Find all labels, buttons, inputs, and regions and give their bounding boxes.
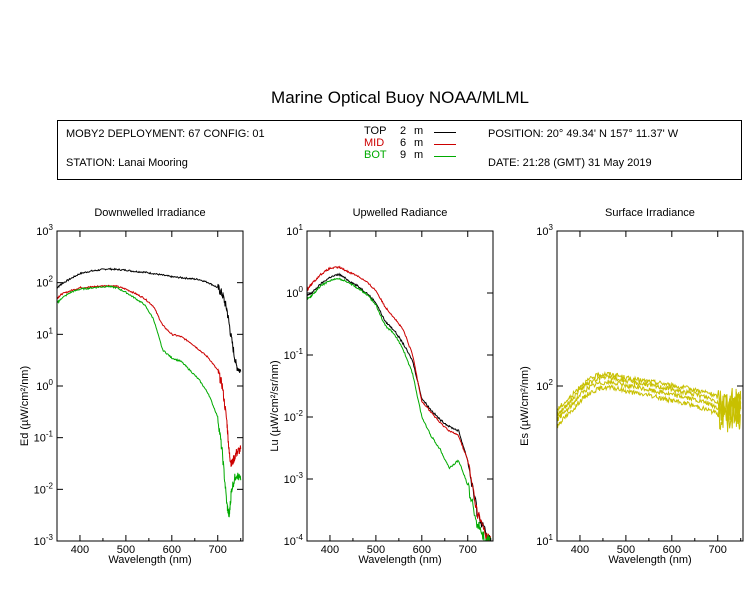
x-tick-label: 700 [459, 544, 477, 556]
plot-frame [306, 230, 494, 542]
info-box: MOBY2 DEPLOYMENT: 67 CONFIG: 01 STATION:… [57, 120, 742, 180]
series-line-bot [307, 277, 492, 541]
y-tick-label: 10-1 [34, 430, 54, 445]
series-line-es-3 [557, 384, 741, 433]
legend-label: BOT [364, 149, 387, 161]
y-tick-label: 10-2 [284, 409, 304, 424]
panel-title: Upwelled Radiance [353, 207, 448, 219]
x-tick-label: 600 [163, 544, 181, 556]
series-line-es-2 [557, 379, 742, 428]
x-axis-label: Wavelength (nm) [608, 554, 691, 566]
y-axis-label: Lu (µW/cm²/sr/nm) [269, 360, 281, 451]
legend-depth: 9 [400, 149, 407, 161]
x-tick-label: 700 [209, 544, 227, 556]
y-tick-label: 103 [536, 223, 553, 238]
chart-panel-1: Downwelled Irradiance 400 500 600 700 10-3 10-… [19, 207, 244, 566]
legend-unit: m [414, 125, 424, 137]
x-tick-label: 400 [71, 544, 89, 556]
x-tick-label: 600 [663, 544, 681, 556]
y-tick-label: 101 [536, 533, 553, 548]
x-tick-label: 500 [117, 544, 135, 556]
legend-item-mid: MID 6 m [364, 137, 464, 151]
panel-title: Downwelled Irradiance [94, 207, 205, 219]
chart-panel-3: Surface Irradiance 400 500 600 700 101 102 103 W… [519, 207, 744, 566]
series-line-es-1 [557, 374, 742, 422]
x-axis-label: Wavelength (nm) [358, 554, 441, 566]
date-text: DATE: 21:28 (GMT) 31 May 2019 [488, 157, 652, 169]
series-line-mid [57, 284, 242, 467]
panel-title: Surface Irradiance [605, 207, 695, 219]
y-tick-label: 10-3 [284, 471, 304, 486]
y-tick-label: 102 [36, 275, 53, 290]
legend-label: MID [364, 137, 385, 149]
legend-item-top: TOP 2 m [364, 125, 464, 139]
series-line-mid [307, 265, 492, 541]
legend-depth: 6 [400, 137, 407, 149]
y-tick-label: 10-2 [34, 481, 54, 496]
y-tick-label: 103 [36, 223, 53, 238]
legend-label: TOP [364, 125, 387, 137]
legend-depth: 2 [400, 125, 407, 137]
legend-unit: m [414, 149, 424, 161]
x-tick-label: 400 [321, 544, 339, 556]
x-tick-label: 600 [413, 544, 431, 556]
legend-item-bot: BOT 9 m [364, 149, 464, 163]
x-tick-label: 700 [709, 544, 727, 556]
y-axis-label: Es (µW/cm²/nm) [519, 366, 531, 446]
y-tick-label: 100 [36, 378, 53, 393]
legend-line [434, 156, 456, 157]
deployment-text: MOBY2 DEPLOYMENT: 67 CONFIG: 01 [66, 128, 265, 140]
series-line-bot [57, 284, 242, 518]
chart-main-title: Marine Optical Buoy NOAA/MLML [271, 88, 529, 107]
series-line-top [57, 267, 242, 373]
position-text: POSITION: 20° 49.34' N 157° 11.37' W [488, 128, 679, 140]
series-line-top [307, 272, 491, 541]
y-tick-label: 101 [286, 223, 303, 238]
x-tick-label: 400 [571, 544, 589, 556]
y-tick-label: 10-1 [284, 347, 304, 362]
x-tick-label: 500 [617, 544, 635, 556]
y-axis-label: Ed (µW/cm²/nm) [19, 366, 31, 446]
y-tick-label: 101 [36, 326, 53, 341]
plot-frame [56, 230, 244, 542]
y-tick-label: 10-3 [34, 533, 54, 548]
chart-panel-2: Upwelled Radiance 400 500 600 700 10-4 10-3 10-… [269, 207, 494, 566]
station-text: STATION: Lanai Mooring [66, 157, 188, 169]
y-tick-label: 10-4 [284, 533, 304, 548]
y-tick-label: 102 [536, 378, 553, 393]
legend-unit: m [414, 137, 424, 149]
x-axis-label: Wavelength (nm) [108, 554, 191, 566]
plot-frame [556, 230, 744, 542]
legend-line [434, 144, 456, 145]
legend-line [434, 132, 456, 133]
x-tick-label: 500 [367, 544, 385, 556]
y-tick-label: 100 [286, 285, 303, 300]
